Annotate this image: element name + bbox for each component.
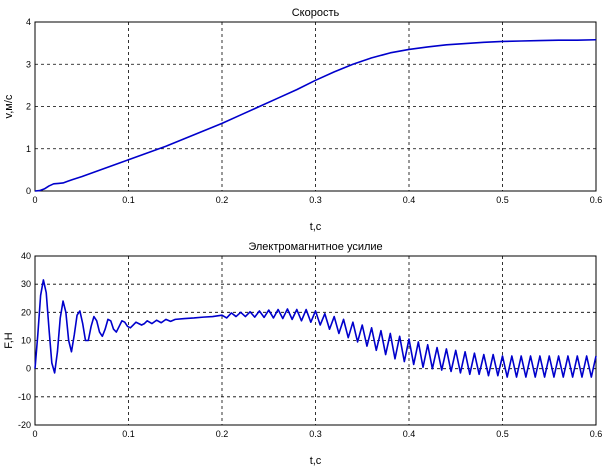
speed-ytick-label-0: 0 — [26, 186, 31, 196]
speed-xtick-label-3: 0.3 — [309, 195, 322, 205]
force-ytick-label-0: -20 — [18, 420, 31, 430]
force-ytick-label-3: 10 — [21, 336, 31, 346]
speed-chart-title: Скорость — [292, 7, 340, 19]
force-ytick-label-6: 40 — [21, 251, 31, 261]
speed-ytick-label-2: 2 — [26, 102, 31, 112]
force-xtick-label-0: 0 — [32, 429, 37, 439]
force-xtick-label-3: 0.3 — [309, 429, 322, 439]
speed-xtick-label-1: 0.1 — [122, 195, 135, 205]
force-x-axis-label: t,c — [310, 455, 322, 467]
speed-xtick-label-2: 0.2 — [216, 195, 229, 205]
force-ytick-label-5: 30 — [21, 279, 31, 289]
speed-ytick-label-4: 4 — [26, 17, 31, 27]
speed-xtick-label-4: 0.4 — [403, 195, 416, 205]
speed-xtick-label-5: 0.5 — [496, 195, 509, 205]
speed-plot-frame — [34, 21, 597, 192]
speed-ytick-label-3: 3 — [26, 59, 31, 69]
force-ytick-label-2: 0 — [26, 364, 31, 374]
speed-xtick-label-6: 0.6 — [590, 195, 603, 205]
force-y-axis-label: F,H — [3, 332, 15, 349]
force-xtick-label-5: 0.5 — [496, 429, 509, 439]
force-ytick-label-4: 20 — [21, 307, 31, 317]
force-xtick-label-4: 0.4 — [403, 429, 416, 439]
speed-y-axis-label: v,м/с — [3, 94, 15, 118]
force-plot-frame — [34, 255, 597, 426]
force-series-line — [34, 279, 597, 378]
speed-series-line — [34, 38, 597, 192]
speed-x-axis-label: t,c — [310, 221, 322, 233]
speed-chart: 0 0.1 0.2 0.3 0.4 0.5 0.6 0 1 2 3 4 Скорость t,c v,м/с — [3, 7, 602, 233]
speed-xtick-label-0: 0 — [32, 195, 37, 205]
speed-ytick-label-1: 1 — [26, 144, 31, 154]
force-xtick-label-1: 0.1 — [122, 429, 135, 439]
force-ytick-label-1: -10 — [18, 392, 31, 402]
force-chart: 0 0.1 0.2 0.3 0.4 0.5 0.6 -20 -10 0 10 20 30 40 Электр… — [3, 241, 602, 467]
force-xtick-label-6: 0.6 — [590, 429, 603, 439]
force-chart-title: Электромагнитное усилие — [248, 241, 382, 253]
force-xtick-label-2: 0.2 — [216, 429, 229, 439]
